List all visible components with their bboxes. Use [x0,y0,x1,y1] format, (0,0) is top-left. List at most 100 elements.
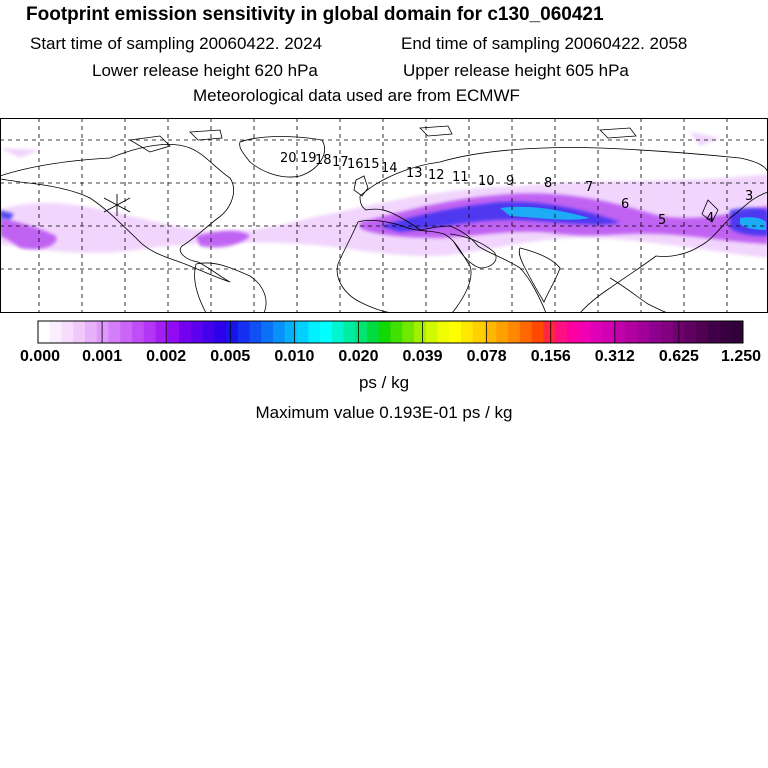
colorbar-swatches [38,321,744,343]
colorbar-tick-labels: 0.000 0.001 0.002 0.005 0.010 0.020 0.039 0.078… [20,348,761,365]
start-time-label: Start time of sampling 20060422. 2024 [30,34,323,53]
traj-label-19: 19 [300,151,317,166]
colorbar-swatch [273,321,286,343]
colorbar-swatch [590,321,603,343]
colorbar: 0.000 0.001 0.002 0.005 0.010 0.020 0.039 0.078… [20,320,761,365]
colorbar-tick-label: 0.000 [20,348,60,365]
traj-label-13: 13 [406,166,423,181]
colorbar-tick-label: 0.002 [146,348,186,365]
colorbar-swatch [214,321,227,343]
colorbar-tick-label: 0.312 [595,348,635,365]
global-map: 20 19 18 17 16 15 14 13 12 11 10 9 8 7 6… [0,118,768,313]
colorbar-swatch [602,321,615,343]
colorbar-swatch [96,321,109,343]
colorbar-swatch [202,321,215,343]
traj-label-8: 8 [544,176,552,191]
traj-label-14: 14 [381,161,398,176]
traj-label-3: 3 [745,189,753,204]
sensitivity-cyan-core [500,206,766,230]
colorbar-swatch [73,321,86,343]
sensitivity-fringe [0,132,768,258]
colorbar-units: ps / kg [358,373,410,392]
colorbar-swatch [284,321,297,343]
colorbar-swatch [143,321,156,343]
colorbar-swatch [296,321,309,343]
colorbar-swatch [249,321,262,343]
upper-height-label: Upper release height 605 hPa [403,61,629,80]
traj-label-16: 16 [347,157,364,172]
africa-coast [336,220,472,313]
traj-label-10: 10 [478,174,495,189]
colorbar-swatch [367,321,380,343]
colorbar-swatch [49,321,62,343]
colorbar-swatch [707,321,720,343]
colorbar-swatch [684,321,697,343]
colorbar-swatch [555,321,568,343]
colorbar-swatch [402,321,415,343]
colorbar-swatch [637,321,650,343]
colorbar-swatch [519,321,532,343]
colorbar-swatch [449,321,462,343]
colorbar-swatch [508,321,521,343]
colorbar-tick-label: 0.156 [531,348,571,365]
uk-coast [353,175,369,197]
colorbar-swatch [155,321,168,343]
colorbar-tick-label: 1.250 [721,348,761,365]
colorbar-swatch [731,321,744,343]
traj-label-5: 5 [658,213,666,228]
colorbar-swatch [461,321,474,343]
colorbar-swatch [543,321,556,343]
end-time-label: End time of sampling 20060422. 2058 [401,34,688,53]
japan-coast [701,199,719,223]
colorbar-swatch [61,321,74,343]
south-america-coast [194,262,267,313]
colorbar-swatch [625,321,638,343]
colorbar-swatch [414,321,427,343]
traj-label-17: 17 [332,155,349,170]
colorbar-swatch [190,321,203,343]
colorbar-tick-label: 0.005 [210,348,250,365]
colorbar-swatch [531,321,544,343]
traj-label-6: 6 [621,197,629,212]
arctic-islands [128,125,637,153]
colorbar-swatch [237,321,250,343]
traj-label-15: 15 [363,157,380,172]
map-title: Footprint emission sensitivity in global… [26,4,604,25]
colorbar-tick-label: 0.010 [274,348,314,365]
colorbar-swatch [390,321,403,343]
colorbar-swatch [132,321,145,343]
colorbar-tick-label: 0.078 [467,348,507,365]
traj-label-12: 12 [428,168,445,183]
arabia-coast [449,233,497,269]
colorbar-swatch [719,321,732,343]
lower-height-label: Lower release height 620 hPa [92,61,318,80]
traj-label-9: 9 [506,174,514,189]
colorbar-swatch [308,321,321,343]
colorbar-swatch [108,321,121,343]
greenland-coast [239,136,325,178]
colorbar-swatch [484,321,497,343]
colorbar-swatch [425,321,438,343]
colorbar-swatch [343,321,356,343]
colorbar-swatch [179,321,192,343]
colorbar-swatch [331,321,344,343]
traj-label-20: 20 [280,151,297,166]
colorbar-swatch [261,321,274,343]
colorbar-swatch [578,321,591,343]
release-point-star [103,194,131,216]
colorbar-tick-label: 0.625 [659,348,699,365]
colorbar-tick-label: 0.020 [338,348,378,365]
north-america-coast [0,143,234,283]
colorbar-swatch [85,321,98,343]
colorbar-swatch [566,321,579,343]
traj-label-7: 7 [585,180,593,195]
colorbar-swatch [120,321,133,343]
colorbar-swatch [649,321,662,343]
maximum-value-label: Maximum value 0.193E-01 ps / kg [255,403,513,422]
colorbar-ticks [37,321,744,343]
colorbar-swatch [320,321,333,343]
colorbar-swatch [660,321,673,343]
colorbar-tick-label: 0.001 [82,348,122,365]
colorbar-swatch [496,321,509,343]
met-data-label: Meteorological data used are from ECMWF [193,86,520,105]
